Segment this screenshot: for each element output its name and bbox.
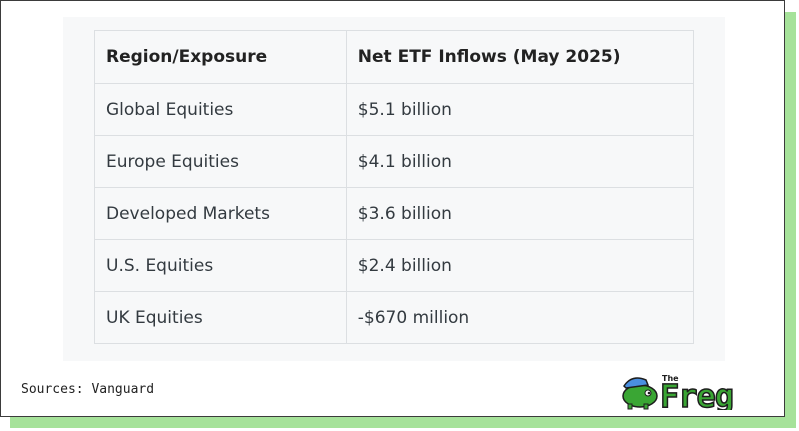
header-inflows: Net ETF Inflows (May 2025) (345, 30, 695, 84)
inflow-cell: $2.4 billion (345, 239, 695, 292)
table-row: U.S. Equities $2.4 billion (94, 239, 695, 292)
table-row: Developed Markets $3.6 billion (94, 187, 695, 240)
table-row: Global Equities $5.1 billion (94, 83, 695, 136)
table-row: UK Equities -$670 million (94, 291, 695, 344)
sources-note: Sources: Vanguard (21, 382, 155, 397)
inflow-cell: -$670 million (345, 291, 695, 344)
logo-small-text: The (662, 374, 679, 383)
content-card: Region/Exposure Net ETF Inflows (May 202… (0, 0, 785, 417)
inflow-cell: $5.1 billion (345, 83, 695, 136)
table-header-row: Region/Exposure Net ETF Inflows (May 202… (94, 30, 695, 84)
region-cell: Developed Markets (94, 187, 347, 240)
table-row: Europe Equities $4.1 billion (94, 135, 695, 188)
region-cell: UK Equities (94, 291, 347, 344)
logo-wordmark: Freg (660, 377, 733, 410)
region-cell: Global Equities (94, 83, 347, 136)
header-region: Region/Exposure (94, 30, 347, 84)
region-cell: Europe Equities (94, 135, 347, 188)
table-container: Region/Exposure Net ETF Inflows (May 202… (63, 17, 725, 361)
inflow-cell: $4.1 billion (345, 135, 695, 188)
frog-mascot-icon (622, 377, 658, 410)
region-cell: U.S. Equities (94, 239, 347, 292)
inflows-table: Region/Exposure Net ETF Inflows (May 202… (94, 30, 695, 344)
freg-logo: The Freg (622, 374, 735, 410)
inflow-cell: $3.6 billion (345, 187, 695, 240)
